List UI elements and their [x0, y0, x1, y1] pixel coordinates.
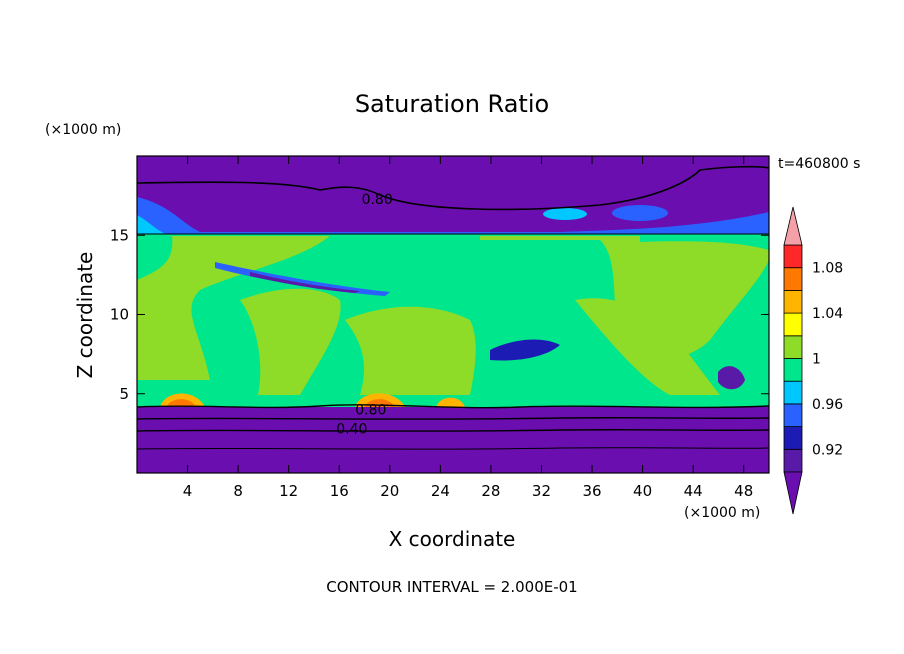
y-tick-label: 15: [110, 226, 129, 244]
y-axis-label: Z coordinate: [73, 252, 97, 379]
y-unit-label: (×1000 m): [45, 122, 121, 138]
x-tick-label: 16: [330, 482, 349, 500]
colorbar-swatch: [783, 289, 803, 314]
contour-labels: 0.80 0.80 0.40: [336, 192, 392, 438]
dry-streak: [215, 262, 390, 296]
colorbar-swatch: [783, 403, 803, 427]
upper-dry-band: [137, 166, 769, 234]
x-tick-label: 8: [233, 482, 243, 500]
upper-blob: [612, 205, 668, 221]
x-tick-label: 24: [431, 482, 450, 500]
contour-lower-2: [137, 429, 769, 432]
warm-feature-4: [166, 399, 196, 407]
chart-title: Saturation Ratio: [355, 90, 549, 118]
colorbar-swatch: [783, 426, 803, 450]
x-tick-label: 32: [532, 482, 551, 500]
contour-label: 0.80: [355, 403, 386, 419]
colorbar-swatch: [783, 312, 803, 337]
contour-interval-footer: CONTOUR INTERVAL = 2.000E-01: [326, 578, 577, 596]
contour-lower-3: [137, 447, 769, 450]
colorbar-under-arrow: [783, 471, 803, 515]
colorbar-swatch: [783, 267, 803, 291]
colorbar-tick-label: 1.08: [812, 261, 843, 277]
x-tick-label: 44: [684, 482, 703, 500]
colorbar: 0.92 0.96 1 1.04 1.08: [783, 206, 843, 515]
x-axis-label: X coordinate: [389, 527, 516, 551]
dry-patch: [490, 339, 560, 361]
contour-label: 0.40: [336, 422, 367, 438]
green-region-mid: [345, 306, 476, 395]
contour-cloud-base: [137, 404, 769, 409]
x-tick-label: 20: [380, 482, 399, 500]
y-tick-label: 10: [110, 306, 129, 324]
contour-lower-1: [137, 417, 769, 420]
x-tick-label: 48: [734, 482, 753, 500]
colorbar-swatch: [783, 380, 803, 405]
y-axis-ticks: 5 10 15: [110, 226, 769, 403]
x-tick-label: 28: [481, 482, 500, 500]
time-label: t=460800 s: [778, 156, 860, 172]
dry-patch-right: [718, 366, 745, 390]
x-tick-label: 12: [279, 482, 298, 500]
green-region-right: [480, 236, 769, 359]
green-region-center: [240, 288, 341, 395]
colorbar-tick-label: 1: [812, 352, 821, 368]
y-tick-label: 5: [119, 385, 129, 403]
upper-blob-2: [543, 208, 587, 220]
x-tick-label: 4: [183, 482, 193, 500]
plot-area: [137, 156, 769, 473]
colorbar-swatch: [783, 448, 803, 473]
colorbar-tick-label: 1.04: [812, 306, 843, 322]
colorbar-swatch: [783, 358, 803, 382]
colorbar-swatch: [783, 335, 803, 359]
colorbar-tick-label: 0.92: [812, 442, 843, 458]
x-axis-ticks: 4 8 12 16 20 24 28 32 36 40 44 48: [183, 156, 753, 500]
green-region-right-lower: [575, 298, 720, 395]
x-tick-label: 36: [582, 482, 601, 500]
x-unit-label: (×1000 m): [684, 505, 760, 521]
contour-upper: [137, 165, 769, 211]
lower-dry-layer: [137, 407, 769, 473]
colorbar-over-arrow: [783, 206, 803, 246]
colorbar-tick-label: 0.96: [812, 397, 843, 413]
x-tick-label: 40: [633, 482, 652, 500]
colorbar-swatch: [783, 244, 803, 269]
contour-label: 0.80: [362, 192, 393, 208]
warm-feature-3: [436, 397, 465, 407]
dry-streak-core: [250, 272, 360, 293]
green-region-left: [137, 236, 330, 380]
